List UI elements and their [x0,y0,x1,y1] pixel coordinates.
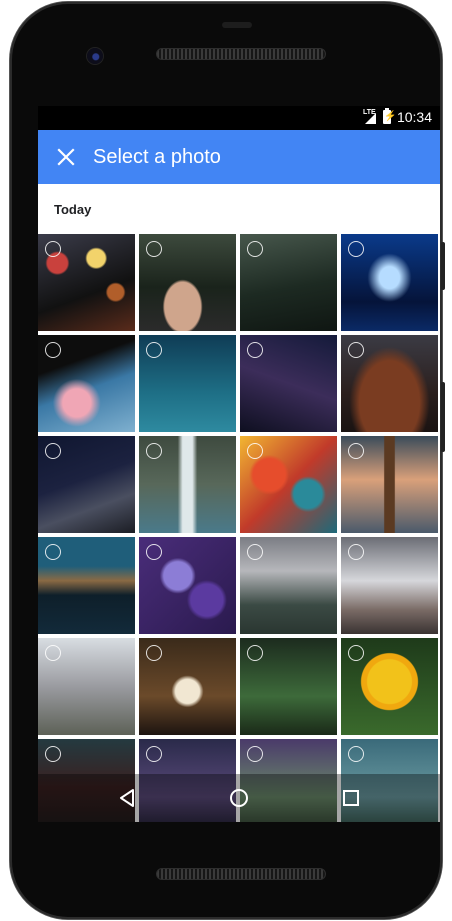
select-circle-icon[interactable] [247,443,263,459]
photo-tile[interactable] [139,335,236,432]
home-icon[interactable] [227,786,251,810]
close-icon[interactable] [54,145,78,169]
select-circle-icon[interactable] [247,746,263,762]
select-circle-icon[interactable] [348,342,364,358]
photo-tile[interactable] [341,335,438,432]
select-circle-icon[interactable] [247,544,263,560]
network-label: LTE [362,109,376,116]
photo-tile[interactable] [240,234,337,331]
select-circle-icon[interactable] [247,645,263,661]
photo-tile[interactable] [38,537,135,634]
app-bar: Select a photo [38,130,440,184]
select-circle-icon[interactable] [348,443,364,459]
front-camera [87,48,103,64]
select-circle-icon[interactable] [348,241,364,257]
select-circle-icon[interactable] [45,241,61,257]
photo-tile[interactable] [139,234,236,331]
lte-signal-icon: LTE [363,109,377,125]
photo-tile[interactable] [341,739,438,822]
power-button [441,242,445,290]
select-circle-icon[interactable] [45,746,61,762]
volume-button [441,382,445,452]
photo-tile[interactable] [38,739,135,822]
bottom-speaker-grill [156,868,326,880]
photo-tile[interactable] [341,537,438,634]
top-speaker-grill [156,48,326,60]
photo-tile[interactable] [240,436,337,533]
select-circle-icon[interactable] [348,544,364,560]
recents-icon[interactable] [339,786,363,810]
section-header: Today [38,184,440,234]
page-title: Select a photo [93,146,221,168]
navigation-bar [38,774,440,822]
select-circle-icon[interactable] [45,342,61,358]
photo-tile[interactable] [38,335,135,432]
select-circle-icon[interactable] [45,544,61,560]
select-circle-icon[interactable] [146,544,162,560]
photo-grid [38,234,440,822]
photo-tile[interactable] [139,739,236,822]
select-circle-icon[interactable] [45,443,61,459]
section-title: Today [54,202,92,217]
back-icon[interactable] [115,786,139,810]
photo-tile[interactable] [341,436,438,533]
photo-tile[interactable] [240,537,337,634]
photo-tile[interactable] [139,537,236,634]
select-circle-icon[interactable] [348,746,364,762]
photo-tile[interactable] [341,638,438,735]
select-circle-icon[interactable] [247,342,263,358]
select-circle-icon[interactable] [146,342,162,358]
select-circle-icon[interactable] [45,645,61,661]
clock: 10:34 [396,109,432,125]
photo-tile[interactable] [240,638,337,735]
photo-tile[interactable] [240,335,337,432]
select-circle-icon[interactable] [146,443,162,459]
photo-tile[interactable] [38,638,135,735]
phone-frame: LTE ⚡ 10:34 Select a photo Today [10,2,445,919]
select-circle-icon[interactable] [247,241,263,257]
earpiece [222,22,252,28]
select-circle-icon[interactable] [146,241,162,257]
screen: LTE ⚡ 10:34 Select a photo Today [38,106,440,822]
photo-tile[interactable] [38,234,135,331]
photo-tile[interactable] [240,739,337,822]
status-bar: LTE ⚡ 10:34 [38,106,440,130]
photo-tile[interactable] [38,436,135,533]
photo-tile[interactable] [139,638,236,735]
photo-tile[interactable] [341,234,438,331]
select-circle-icon[interactable] [146,645,162,661]
battery-icon: ⚡ [382,108,397,124]
photo-tile[interactable] [139,436,236,533]
select-circle-icon[interactable] [146,746,162,762]
select-circle-icon[interactable] [348,645,364,661]
status-icons: LTE ⚡ 10:34 [363,108,432,125]
